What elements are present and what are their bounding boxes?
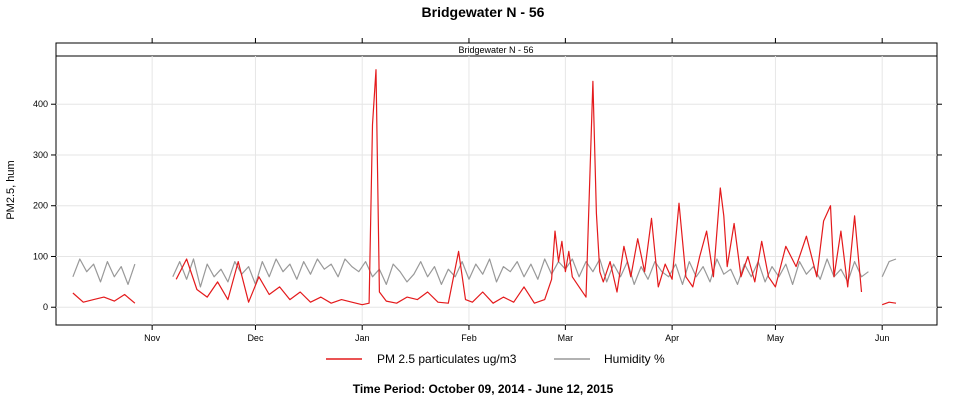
x-tick-label: Nov [144,333,161,343]
y-tick-label: 300 [33,150,48,160]
series-line-humidity [73,259,917,287]
x-tick-label: Mar [558,333,574,343]
grid [56,56,937,325]
legend-label-pm25: PM 2.5 particulates ug/m3 [377,352,517,366]
y-axis-label: PM2.5, hum [5,160,17,219]
time-period-footer: Time Period: October 09, 2014 - June 12,… [353,382,614,396]
series-layer [73,70,917,305]
strip-label: Bridgewater N - 56 [458,45,533,55]
y-tick-label: 400 [33,99,48,109]
x-tick-label: Apr [665,333,679,343]
strip-background [55,42,938,57]
legend: PM 2.5 particulates ug/m3 Humidity % [326,352,665,366]
axis-ticks: 0 100 200 300 400 Nov Dec Jan Feb Mar Apr May Jun [33,38,942,343]
x-tick-label: Dec [247,333,264,343]
x-tick-label: May [767,333,785,343]
plot-frame [55,42,938,326]
chart-title: Bridgewater N - 56 [422,4,545,20]
y-tick-label: 100 [33,251,48,261]
series-line-pm25 [73,70,917,305]
x-tick-label: Feb [461,333,477,343]
y-tick-label: 200 [33,201,48,211]
x-tick-label: Jan [355,333,370,343]
legend-label-humidity: Humidity % [604,352,665,366]
y-tick-label: 0 [43,302,48,312]
x-tick-label: Jun [875,333,890,343]
